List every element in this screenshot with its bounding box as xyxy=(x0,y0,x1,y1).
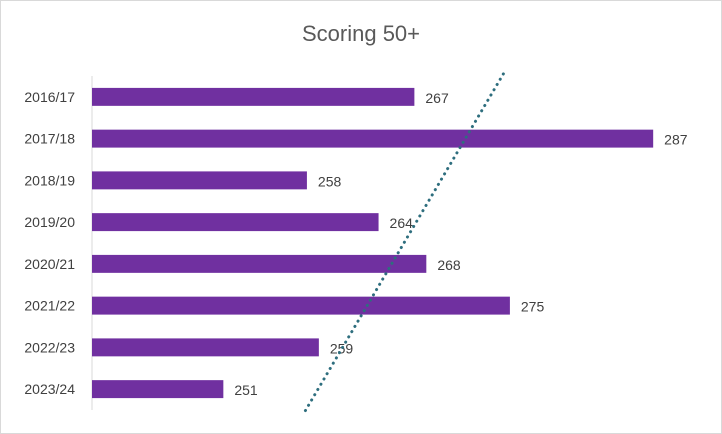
chart-title: Scoring 50+ xyxy=(302,21,420,46)
category-label: 2020/21 xyxy=(24,256,75,272)
category-label: 2018/19 xyxy=(24,172,75,188)
category-label: 2022/23 xyxy=(24,339,75,355)
data-label: 264 xyxy=(390,215,414,231)
bar xyxy=(92,338,319,357)
bar xyxy=(92,129,654,148)
bar xyxy=(92,254,427,273)
bar xyxy=(92,380,224,399)
category-label: 2021/22 xyxy=(24,298,75,314)
data-label: 268 xyxy=(437,257,461,273)
data-label: 267 xyxy=(425,90,449,106)
bar xyxy=(92,171,307,190)
category-label: 2016/17 xyxy=(24,89,75,105)
bar xyxy=(92,213,379,232)
category-label: 2023/24 xyxy=(24,381,75,397)
category-label: 2017/18 xyxy=(24,131,75,147)
bars-layer: 2016/17 267 2017/18 287 2018/19 258 2019/20 264… xyxy=(24,87,688,399)
category-label: 2019/20 xyxy=(24,214,75,230)
data-label: 275 xyxy=(521,299,545,315)
trendline xyxy=(303,72,505,414)
data-label: 287 xyxy=(664,132,688,148)
data-label: 251 xyxy=(234,382,258,398)
trend-layer xyxy=(303,72,505,414)
bar xyxy=(92,296,510,315)
data-label: 258 xyxy=(318,173,342,189)
bar xyxy=(92,87,415,106)
